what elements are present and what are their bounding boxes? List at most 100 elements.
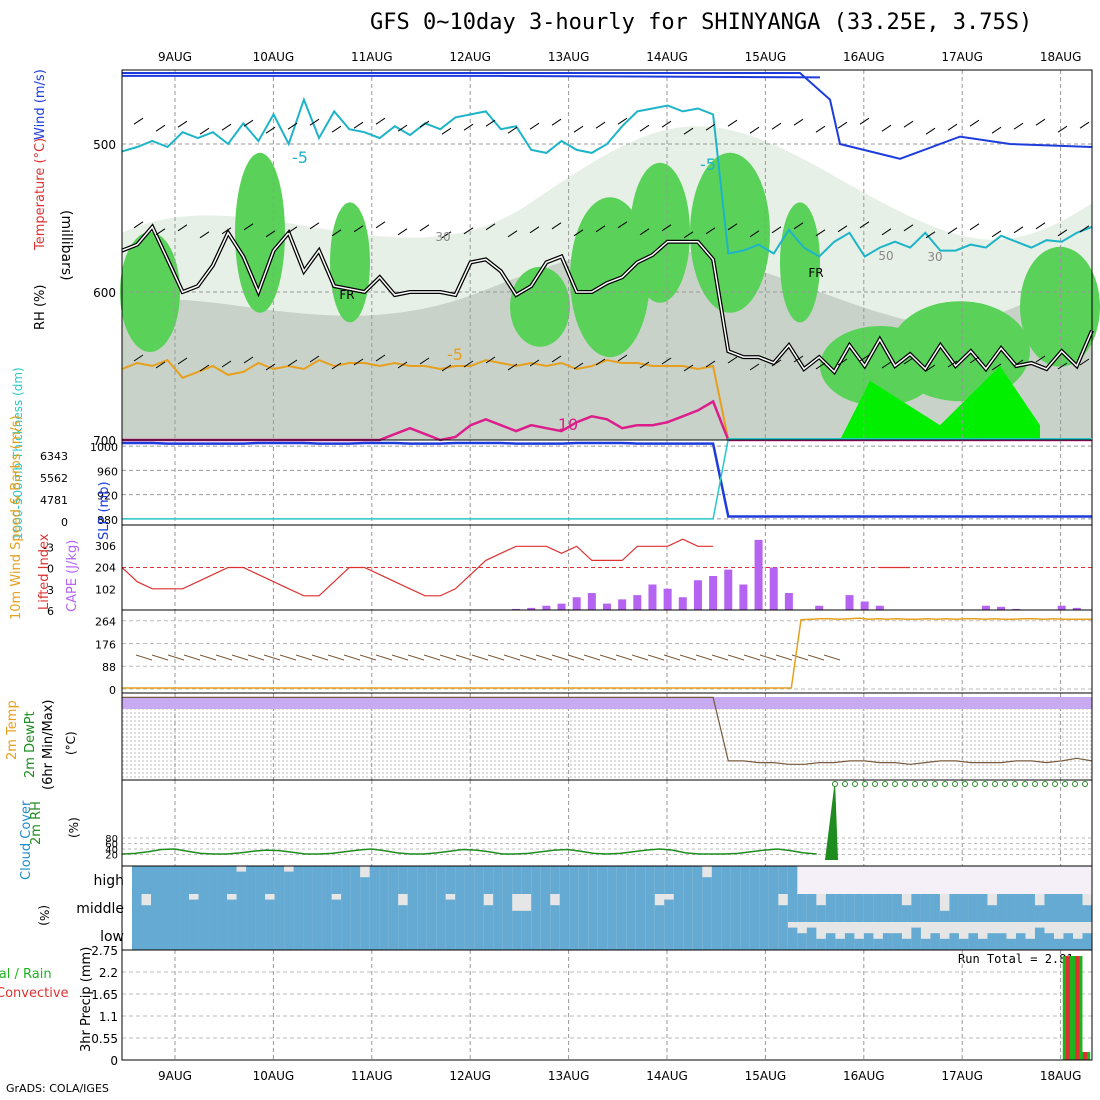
cloud-cell [445, 899, 456, 922]
cape-bar [769, 567, 778, 610]
date-label-bottom: 10AUG [253, 1069, 295, 1083]
wind-barb-10m [375, 654, 393, 661]
cloud-cell-bg [1072, 866, 1083, 894]
wind-barb [441, 364, 452, 372]
cloud-cell-bg [863, 866, 874, 894]
cloud-cell [483, 922, 494, 950]
wind-barb-10m [583, 654, 601, 661]
wind-barb [529, 122, 540, 130]
cloud-cell-bg [1072, 922, 1083, 950]
rh2m-point [892, 781, 898, 787]
precip-y-tick: 1.1 [99, 1010, 118, 1024]
cloud-cell-bg [920, 866, 931, 894]
cloud-cell-bg [854, 922, 865, 950]
cloud-cell [217, 866, 228, 894]
cloud-cell-bg [835, 922, 846, 950]
cloud-cell [626, 866, 637, 894]
cloud-cell-bg [1053, 866, 1064, 894]
upper-ylabel-wind: Wind (m/s) [33, 69, 48, 140]
wind-barb-10m [759, 654, 777, 661]
date-label-bottom: 13AUG [548, 1069, 590, 1083]
lifted-ylabel: Lifted Index [37, 533, 52, 610]
cloud-cell [588, 922, 599, 950]
cloud-cell [559, 922, 570, 950]
upper-y-tick: 500 [93, 138, 116, 152]
cloud-cell [331, 922, 342, 950]
cloud-cell-bg [844, 866, 855, 894]
upper-ylabel-rh: RH (%) [33, 285, 48, 330]
cloud-cell [540, 866, 551, 894]
cloud-cell [597, 922, 608, 950]
cloud-cell [588, 894, 599, 922]
thickness-y-tick: 0 [61, 516, 68, 529]
wind-barb [155, 228, 166, 236]
cloud-cell [502, 894, 513, 922]
contour-label: FR [339, 288, 354, 302]
cloud-cell [531, 866, 542, 894]
wind-barb [463, 360, 474, 368]
cloud-cell-bg [968, 866, 979, 894]
rh2m-point [1032, 781, 1038, 787]
cloud-cell-bg [1044, 866, 1055, 894]
wind-barb-10m [167, 654, 185, 661]
wind-y-tick: 176 [95, 638, 116, 651]
cape-bar [663, 588, 672, 610]
cloud-cell [1063, 933, 1074, 950]
wind-barb-10m [519, 654, 537, 661]
cloud-cell [303, 894, 314, 922]
cloud-cell-bg [920, 922, 931, 950]
precip-bar-convective [1083, 1052, 1088, 1060]
cloud-cell [588, 866, 599, 894]
wind-barb [199, 231, 210, 239]
rh2m-point [912, 781, 918, 787]
wind-barb [969, 223, 980, 231]
cloud-cell [825, 933, 836, 950]
cloud-cell [455, 894, 466, 922]
precip-y-tick: 1.65 [91, 988, 118, 1002]
wind-barb-10m [807, 654, 825, 661]
wind-barb [221, 123, 232, 131]
cloud-cell [550, 866, 561, 894]
cloud-cell [464, 866, 475, 894]
temp2m-line [122, 696, 1093, 765]
cloud-cell [664, 899, 675, 922]
cloud-cell [626, 894, 637, 922]
cloud-cell [388, 922, 399, 950]
cape-bar [1072, 607, 1081, 610]
rh2m-point [992, 781, 998, 787]
cloud-cell [217, 894, 228, 922]
cloud-row-label: high [93, 873, 124, 889]
wind-barb [903, 357, 914, 365]
cape-bar [815, 605, 824, 610]
cloud-cell [901, 905, 912, 922]
cloud-cell [1025, 938, 1036, 950]
cloud-cell [673, 866, 684, 894]
cloud-cell [958, 938, 969, 950]
cloud-cell [1034, 927, 1045, 950]
cloud-cell [778, 866, 789, 894]
cloud-cell [1072, 938, 1083, 950]
wind-barb [155, 361, 166, 369]
cloud-cell [844, 933, 855, 950]
wind-speed-line [122, 617, 1092, 689]
wind-barb-10m [199, 654, 217, 661]
rh-blob-green [1020, 246, 1100, 367]
wind-barb-10m [455, 654, 473, 661]
cloud-cell [436, 866, 447, 894]
wind-barb [1079, 121, 1090, 129]
cloud-cell [303, 922, 314, 950]
cloud-cell [740, 922, 751, 950]
cloud-cell [1053, 894, 1064, 922]
rh-blob-green [780, 202, 820, 323]
wind-barb-10m [231, 654, 249, 661]
wind-barb [155, 124, 166, 132]
wind-barb-10m [503, 654, 521, 661]
cloud-cell [787, 927, 798, 950]
precip-ylabel: 3hr Precip (mm) [79, 947, 94, 1052]
temp-band [122, 697, 1092, 709]
wind-barb [463, 123, 474, 131]
wind-barb [925, 364, 936, 372]
date-label-top: 18AUG [1040, 50, 1082, 64]
rh-blob-green [570, 197, 650, 358]
wind-barb [925, 231, 936, 239]
